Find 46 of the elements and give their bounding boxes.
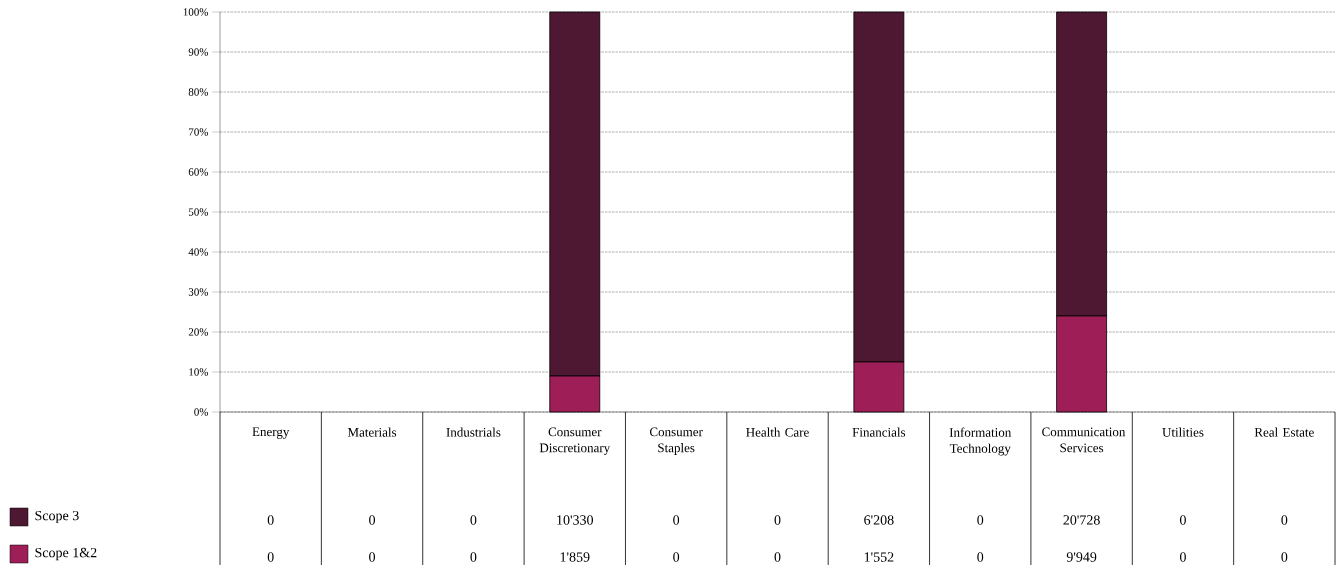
text: 0 (673, 552, 680, 562)
x-tick-label: Financials (852, 427, 906, 437)
text: 9'949 (1066, 552, 1097, 562)
x-tick-label: Consumer Staples (649, 427, 703, 455)
x-tick-label: Industrials (446, 427, 501, 437)
y-tick-label: 60% (188, 168, 209, 176)
text: 0 (1281, 515, 1288, 525)
x-tick-label: Information Technology (949, 427, 1012, 456)
text: 0 (267, 515, 274, 525)
y-tick-label: 70% (189, 128, 209, 136)
y-tick-label: 10% (189, 368, 209, 376)
y-tick-label: 0% (194, 408, 209, 416)
x-tick-label: Materials (347, 427, 397, 437)
text: 0 (369, 515, 376, 525)
x-tick-label: Communication Services (1042, 427, 1126, 453)
legend-label: Scope 3 (35, 510, 79, 524)
text: 0 (470, 552, 477, 562)
text: 0 (267, 552, 274, 562)
text: 0 (977, 552, 984, 562)
text: 0 (1180, 515, 1186, 525)
text: 6'208 (864, 515, 894, 525)
legend-label: Scope 1&2 (35, 547, 97, 561)
y-tick-label: 100% (183, 8, 209, 16)
text: 1'552 (864, 552, 894, 562)
text: 0 (977, 515, 984, 525)
y-tick-label: 40% (188, 248, 209, 256)
text: 0 (1180, 552, 1186, 562)
text: 0 (774, 552, 781, 562)
y-tick-label: 90% (188, 48, 209, 56)
text: 0 (774, 515, 781, 525)
y-tick-label: 80% (188, 88, 209, 96)
y-tick-label: 20% (188, 328, 209, 336)
x-tick-label: Health Care (746, 427, 809, 437)
text: 20'728 (1063, 515, 1100, 525)
text: 0 (673, 515, 680, 525)
text: 1'859 (560, 552, 590, 562)
text: 0 (470, 515, 477, 525)
x-tick-label: Energy (252, 427, 290, 439)
text: 0 (369, 552, 376, 562)
x-tick-label: Real Estate (1254, 427, 1314, 437)
x-tick-label: Utilities (1162, 427, 1204, 437)
text: 0 (1281, 552, 1288, 562)
y-tick-label: 30% (188, 288, 209, 296)
x-tick-label: Consumer Discretionary (539, 427, 611, 455)
y-tick-label: 50% (188, 208, 209, 216)
text: 10'330 (557, 515, 593, 525)
